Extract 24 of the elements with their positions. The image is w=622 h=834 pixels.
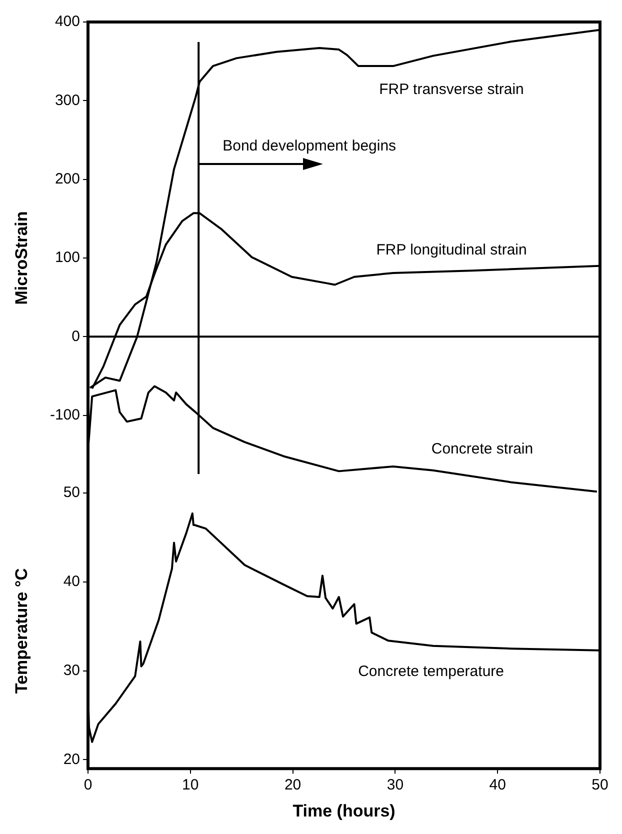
x-tick-label: 0 (84, 776, 92, 794)
x-tick-label: 10 (182, 776, 199, 794)
y-axis-title: Temperature °C (12, 568, 31, 694)
y-tick-label: 400 (54, 13, 80, 30)
x-tick-label: 30 (386, 776, 404, 794)
y-tick-label: 100 (54, 249, 80, 266)
y-tick-label: 30 (63, 662, 80, 679)
y-tick-label: 40 (63, 573, 80, 590)
x-axis-title: Time (hours) (292, 801, 396, 820)
series-label: Concrete temperature (358, 663, 504, 680)
x-tick-label: 40 (489, 776, 506, 794)
annotation: Bond development begins (222, 138, 396, 155)
x-tick-label: 20 (284, 776, 302, 794)
y-tick-label: 200 (54, 170, 80, 188)
x-tick-label: 50 (592, 776, 608, 794)
y-tick-label: 50 (63, 484, 80, 502)
y-axis-title: MicroStrain (12, 211, 31, 305)
y-tick-label: -100 (50, 406, 80, 424)
y-tick-label: 0 (72, 328, 80, 345)
y-tick-label: 20 (63, 750, 80, 768)
y-tick-label: 300 (54, 92, 80, 109)
series-label: FRP longitudinal strain (376, 242, 527, 259)
series-label: Concrete strain (431, 440, 534, 458)
series-label: FRP transverse strain (379, 80, 524, 98)
